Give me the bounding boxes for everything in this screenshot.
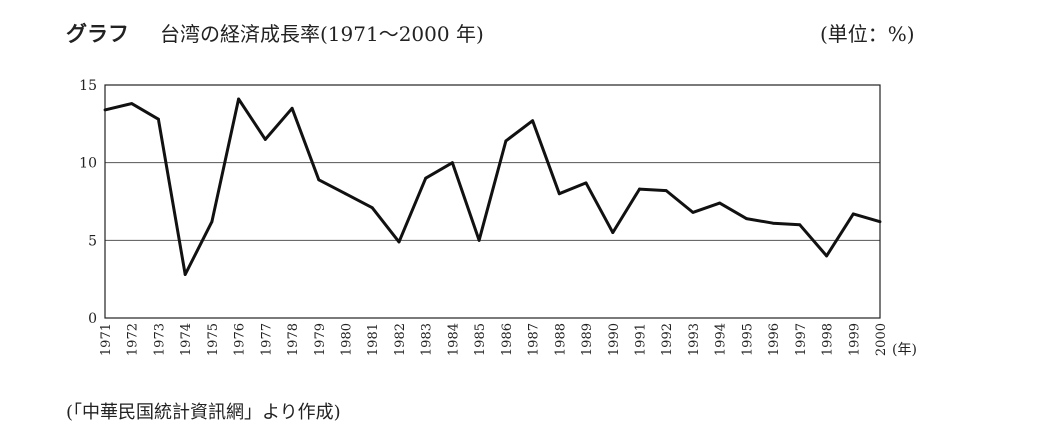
data-point (477, 238, 481, 242)
x-tick-label: 1990 (607, 323, 622, 356)
graph-label: グラフ (66, 22, 129, 46)
x-tick-label: 1988 (553, 323, 568, 356)
data-point (317, 178, 321, 182)
x-tick-label: 1971 (99, 323, 114, 356)
x-tick-label: 1977 (259, 323, 274, 356)
x-tick-label: 1972 (126, 323, 141, 356)
y-tick-label: 0 (88, 311, 97, 327)
data-point (851, 212, 855, 216)
x-tick-label: 1984 (446, 323, 461, 356)
y-axis-ticks: 0 5 10 15 (79, 78, 97, 327)
data-point (370, 206, 374, 210)
data-point (130, 102, 134, 106)
data-point (771, 221, 775, 225)
y-tick-label: 10 (79, 156, 97, 172)
data-point (744, 217, 748, 220)
data-point (878, 220, 882, 224)
data-point (183, 273, 187, 276)
data-point (664, 189, 668, 193)
x-tick-label: 1983 (420, 323, 435, 356)
x-tick-label: 1996 (767, 323, 782, 356)
x-tick-label: 1978 (286, 323, 301, 356)
data-point (557, 192, 561, 196)
data-points (103, 97, 882, 276)
x-tick-label: 1991 (633, 323, 648, 356)
data-point (504, 139, 508, 143)
source-note: (「中華民国統計資訊網」より作成) (66, 402, 341, 423)
data-point (825, 254, 828, 258)
x-tick-label: 1982 (393, 323, 408, 356)
data-point (424, 176, 428, 180)
data-point (237, 97, 241, 101)
x-tick-label: 1981 (366, 323, 381, 356)
data-point (638, 187, 641, 191)
plot-frame (104, 84, 881, 319)
growth-rate-line (104, 97, 881, 276)
data-point (584, 181, 588, 185)
data-point (531, 119, 534, 123)
x-axis-label: (年) (892, 342, 917, 358)
data-point (290, 106, 294, 110)
data-point (798, 223, 802, 227)
data-point (103, 108, 107, 112)
x-tick-label: 1976 (233, 323, 248, 356)
x-tick-label: 1974 (179, 323, 194, 356)
chart-title: 台湾の経済成長率(1971～2000 年) (160, 22, 484, 46)
x-tick-label: 1975 (206, 323, 221, 356)
data-point (157, 117, 160, 121)
x-tick-label: 1980 (340, 323, 355, 356)
data-point (451, 161, 454, 165)
y-tick-label: 5 (88, 233, 97, 249)
x-tick-label: 1999 (847, 323, 862, 356)
x-tick-label: 1986 (500, 323, 515, 356)
data-point (397, 240, 401, 244)
x-tick-label: 2000 (874, 323, 889, 356)
x-tick-label: 1989 (580, 323, 595, 356)
gridlines (105, 162, 880, 241)
data-point (263, 137, 267, 141)
x-tick-label: 1992 (660, 323, 675, 356)
x-tick-label: 1998 (821, 323, 836, 356)
data-point (344, 192, 347, 196)
x-tick-label: 1994 (714, 323, 729, 356)
data-point (718, 201, 722, 205)
data-point (691, 210, 695, 214)
x-tick-label: 1997 (794, 323, 809, 356)
x-tick-label: 1973 (152, 323, 167, 356)
data-point (611, 231, 615, 234)
x-tick-label: 1987 (527, 323, 542, 356)
data-point (210, 220, 214, 224)
x-tick-label: 1995 (740, 323, 755, 356)
x-tick-label: 1979 (313, 323, 328, 356)
x-axis-ticks: 1971 1972 1973 1974 1975 1976 1977 1978 1979 1980… (99, 323, 889, 356)
y-tick-label: 15 (79, 78, 97, 94)
x-tick-label: 1985 (473, 323, 488, 356)
unit-label: (単位：%) (820, 22, 915, 46)
x-tick-label: 1993 (687, 323, 702, 356)
